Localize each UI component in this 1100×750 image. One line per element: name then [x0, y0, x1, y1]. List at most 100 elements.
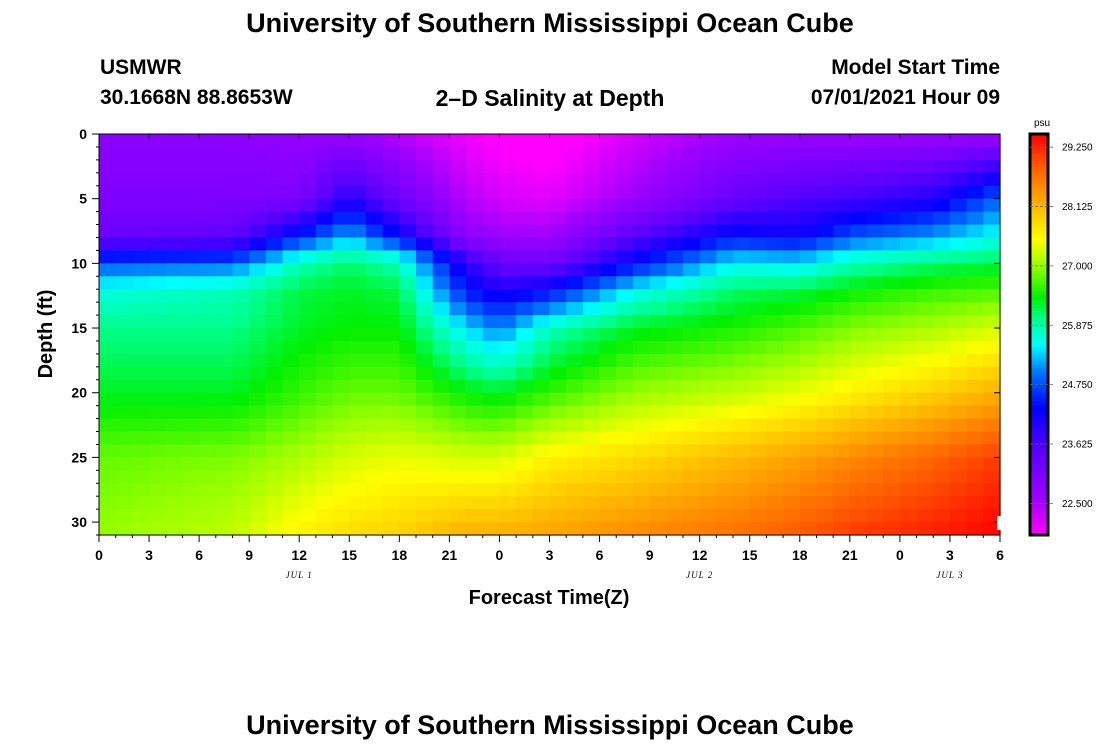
heatmap-cell — [899, 522, 918, 536]
heatmap-cell — [399, 470, 417, 484]
heatmap-cell — [599, 276, 617, 290]
heatmap-cell — [549, 134, 567, 148]
heatmap-cell — [299, 211, 317, 226]
x-tick-label: 21 — [842, 547, 858, 563]
heatmap-cell — [983, 185, 1001, 200]
heatmap-cell — [749, 379, 768, 394]
heatmap-cell — [149, 340, 167, 355]
heatmap-cell — [899, 392, 918, 407]
heatmap-cell — [466, 315, 484, 329]
heatmap-cell — [983, 172, 1001, 187]
heatmap-cell — [332, 470, 350, 484]
heatmap-cell — [399, 289, 417, 303]
heatmap-cell — [783, 509, 801, 523]
colorbar-segment — [1030, 488, 1048, 493]
heatmap-cell — [449, 185, 467, 200]
heatmap-cell — [733, 353, 751, 368]
heatmap-cell — [666, 483, 684, 497]
heatmap-cell — [466, 405, 484, 420]
heatmap-cell — [165, 379, 184, 394]
heatmap-cell — [315, 211, 334, 226]
heatmap-cell — [549, 172, 567, 187]
heatmap-cell — [716, 302, 734, 316]
heatmap-cell — [182, 405, 200, 420]
heatmap-cell — [399, 198, 417, 213]
heatmap-cell — [315, 159, 334, 174]
heatmap-cell — [966, 509, 984, 523]
heatmap-cell — [582, 172, 601, 187]
heatmap-cell — [282, 315, 300, 329]
colorbar-segment — [1030, 301, 1048, 306]
heatmap-cell — [566, 457, 584, 471]
heatmap-cell — [566, 211, 584, 226]
heatmap-cell — [449, 470, 467, 484]
heatmap-cell — [215, 340, 234, 355]
heatmap-cell — [799, 198, 818, 213]
heatmap-cell — [632, 340, 651, 355]
heatmap-cell — [315, 224, 334, 239]
x-tick-label: 3 — [145, 547, 153, 563]
heatmap-cell — [749, 302, 768, 316]
heatmap-cell — [749, 431, 768, 446]
y-axis-title: Depth (ft) — [35, 290, 57, 379]
colorbar-segment — [1030, 230, 1048, 235]
heatmap-cell — [349, 185, 367, 200]
heatmap-cell — [516, 392, 534, 407]
colorbar-segment — [1030, 397, 1048, 402]
heatmap-cell — [949, 470, 968, 484]
heatmap-cell — [949, 172, 968, 187]
heatmap-cell — [532, 431, 551, 446]
heatmap-cell — [499, 379, 517, 394]
heatmap-cell — [983, 366, 1001, 381]
heatmap-cell — [916, 418, 934, 433]
heatmap-cell — [666, 379, 684, 394]
heatmap-cell — [749, 522, 768, 536]
heatmap-cell — [132, 522, 150, 536]
heatmap-cell — [616, 315, 634, 329]
heatmap-cell — [983, 250, 1001, 264]
heatmap-cell — [549, 392, 567, 407]
x-tick-label: 12 — [692, 547, 708, 563]
plot-marker — [997, 516, 1001, 530]
heatmap-cell — [833, 172, 851, 187]
heatmap-cell — [215, 263, 234, 277]
heatmap-cell — [766, 172, 784, 187]
heatmap-cell — [382, 237, 400, 252]
heatmap-cell — [265, 250, 284, 264]
heatmap-cell — [399, 250, 417, 264]
heatmap-cell — [232, 198, 250, 213]
heatmap-cell — [699, 522, 717, 536]
heatmap-cell — [716, 353, 734, 368]
heatmap-cell — [866, 496, 884, 510]
x-tick-label: 12 — [291, 547, 307, 563]
heatmap-cell — [549, 315, 567, 329]
heatmap-cell — [199, 134, 217, 148]
heatmap-cell — [632, 353, 651, 368]
heatmap-cell — [115, 379, 133, 394]
heatmap-cell — [332, 198, 350, 213]
heatmap-cell — [382, 418, 400, 433]
heatmap-cell — [916, 172, 934, 187]
heatmap-cell — [382, 340, 400, 355]
heatmap-cell — [849, 418, 868, 433]
heatmap-cell — [516, 522, 534, 536]
heatmap-cell — [816, 328, 834, 342]
heatmap-cell — [883, 250, 901, 264]
heatmap-cell — [432, 185, 450, 200]
heatmap-cell — [849, 224, 868, 239]
heatmap-cell — [799, 457, 818, 471]
heatmap-cell — [365, 315, 384, 329]
heatmap-cell — [783, 276, 801, 290]
heatmap-cell — [582, 483, 601, 497]
heatmap-cell — [499, 457, 517, 471]
heatmap-cell — [883, 276, 901, 290]
heatmap-cell — [516, 211, 534, 226]
heatmap-cell — [399, 457, 417, 471]
heatmap-cell — [799, 366, 818, 381]
heatmap-cell — [332, 276, 350, 290]
heatmap-cell — [566, 483, 584, 497]
heatmap-cell — [766, 392, 784, 407]
heatmap-cell — [382, 172, 400, 187]
heatmap-cell — [516, 263, 534, 277]
heatmap-cell — [649, 509, 667, 523]
